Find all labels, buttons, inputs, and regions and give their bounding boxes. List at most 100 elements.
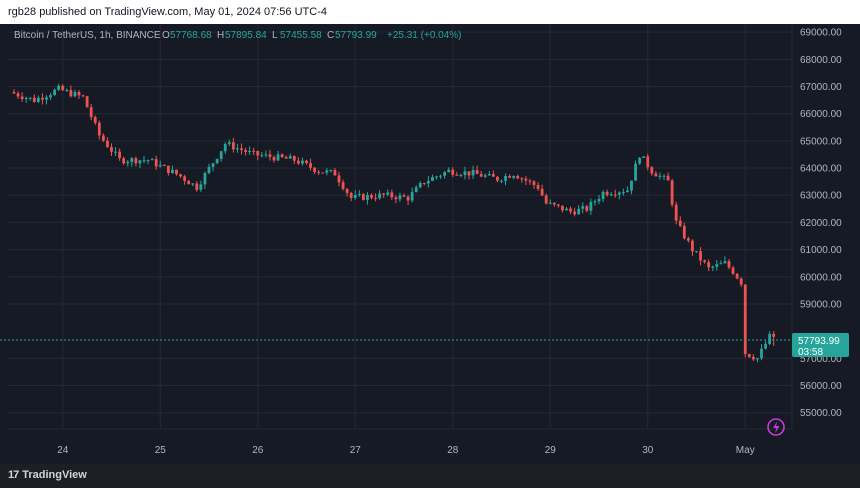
high-label: H	[217, 30, 224, 41]
candle-body	[532, 181, 536, 186]
candle-body	[435, 176, 438, 178]
candle-body	[670, 180, 674, 205]
symbol-label: Bitcoin / TetherUS, 1h, BINANCE	[14, 30, 161, 41]
candle-body	[61, 85, 65, 91]
candle-body	[544, 195, 548, 204]
candle-body	[386, 192, 390, 195]
candle-body	[187, 180, 191, 185]
candle-body	[483, 175, 487, 177]
candle-body	[739, 278, 743, 285]
candle-body	[410, 192, 414, 201]
candle-body	[707, 262, 711, 268]
candle-body	[743, 284, 747, 355]
candle-body	[658, 175, 662, 177]
candle-body	[276, 154, 280, 161]
candle-body	[215, 158, 219, 164]
candle-body	[443, 172, 447, 176]
tradingview-logo[interactable]: 17 TradingView	[8, 464, 87, 486]
candle-body	[756, 358, 759, 360]
candle-body	[106, 140, 109, 148]
price-tick-label: 65000.00	[800, 136, 842, 147]
candle-body	[751, 356, 755, 360]
candle-body	[223, 144, 227, 152]
candle-body	[695, 251, 698, 253]
candle-body	[321, 172, 325, 174]
price-tick-label: 59000.00	[800, 299, 842, 310]
candle-body	[597, 198, 601, 202]
candle-body	[191, 183, 195, 185]
candle-body	[77, 91, 81, 96]
candle-body	[674, 204, 678, 221]
candle-body	[524, 178, 528, 181]
time-tick-label: May	[736, 445, 755, 456]
candle-body	[97, 122, 101, 136]
lightning-bolt-icon[interactable]	[767, 418, 785, 436]
candle-body	[382, 193, 386, 195]
candle-body	[500, 180, 503, 182]
candle-body	[256, 151, 260, 156]
candle-body	[248, 150, 252, 152]
candle-body	[487, 173, 491, 176]
candle-body	[715, 264, 719, 267]
price-tick-label: 69000.00	[800, 28, 842, 39]
candle-body	[24, 98, 28, 100]
candle-body	[85, 96, 89, 108]
candle-body	[268, 154, 272, 158]
price-tick-label: 67000.00	[800, 82, 842, 93]
publish-info: rgb28 published on TradingView.com, May …	[8, 6, 327, 18]
candle-body	[556, 204, 560, 206]
price-tick-label: 60000.00	[800, 272, 842, 283]
price-tick-label: 56000.00	[800, 381, 842, 392]
time-tick-label: 24	[57, 445, 69, 456]
candle-body	[69, 90, 73, 97]
candle-body	[601, 191, 605, 199]
candle-body	[581, 206, 585, 209]
candle-body	[134, 158, 138, 164]
candle-body	[451, 169, 455, 175]
price-tag-countdown: 03:58	[798, 347, 823, 358]
candle-body	[406, 196, 410, 201]
candle-body	[630, 180, 633, 191]
candle-body	[402, 195, 406, 197]
candle-body	[747, 354, 751, 357]
open-value: 57768.68	[170, 30, 212, 41]
candle-body	[118, 151, 122, 159]
candle-body	[73, 91, 77, 97]
candle-body	[508, 175, 512, 178]
chart-area[interactable]: 69000.00 68000.00 67000.00 66000.00 65000.00…	[0, 24, 860, 464]
candle-body	[166, 165, 170, 174]
candle-body	[463, 171, 467, 176]
footer-bar: 17 TradingView	[0, 464, 860, 488]
change-value: +25.31 (+0.04%)	[387, 30, 462, 41]
candle-body	[585, 206, 589, 211]
candle-body	[605, 191, 609, 195]
candle-body	[337, 175, 341, 183]
candle-body	[142, 160, 146, 162]
candle-body	[459, 175, 463, 177]
candle-body	[475, 169, 479, 174]
candle-body	[49, 95, 52, 98]
candle-body	[621, 192, 625, 194]
candle-body	[16, 93, 20, 97]
candle-body	[491, 173, 495, 177]
candle-body	[317, 171, 321, 173]
candle-body	[455, 174, 459, 176]
candle-body	[333, 169, 337, 176]
candle-body	[479, 173, 483, 177]
candle-body	[272, 157, 276, 161]
candle-body	[593, 201, 597, 203]
candle-body	[439, 175, 442, 177]
candle-body	[32, 97, 36, 102]
candle-body	[361, 194, 365, 200]
candle-body	[162, 164, 166, 166]
candlestick-chart[interactable]: 69000.00 68000.00 67000.00 66000.00 65000.00…	[0, 24, 860, 464]
candle-body	[536, 185, 540, 189]
candle-body	[516, 176, 520, 179]
candle-body	[374, 197, 377, 199]
candle-body	[727, 261, 731, 268]
candle-body	[678, 220, 682, 226]
candle-body	[57, 85, 61, 90]
candle-body	[231, 142, 235, 150]
publish-header: rgb28 published on TradingView.com, May …	[0, 0, 860, 24]
price-tick-label: 63000.00	[800, 191, 842, 202]
